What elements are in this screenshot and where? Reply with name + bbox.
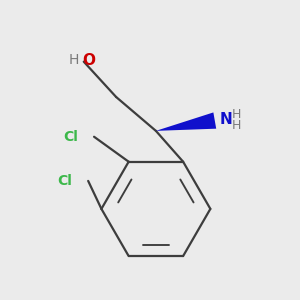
Text: H: H bbox=[232, 108, 241, 121]
Text: N: N bbox=[219, 112, 232, 127]
Text: Cl: Cl bbox=[57, 174, 72, 188]
Text: Cl: Cl bbox=[63, 130, 78, 144]
Polygon shape bbox=[156, 112, 216, 131]
Text: H: H bbox=[232, 119, 241, 132]
Text: O: O bbox=[82, 53, 95, 68]
Text: H: H bbox=[69, 53, 79, 67]
